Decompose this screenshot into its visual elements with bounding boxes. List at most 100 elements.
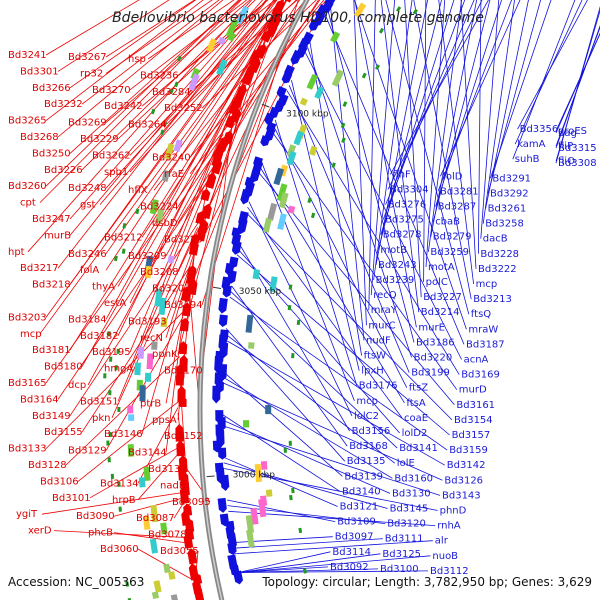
genome-backbone (197, 0, 310, 600)
forward-connector (69, 0, 267, 236)
forward-connector (129, 0, 288, 173)
reverse-connector (512, 0, 576, 160)
gene-arrow (217, 497, 227, 513)
feature-box (289, 494, 293, 501)
reverse-connector (425, 0, 446, 267)
forward-gene-label: ppsA (152, 415, 177, 426)
reverse-gene-label: mcp (476, 279, 498, 290)
feature-box (293, 130, 304, 146)
forward-gene-label: Bd3232 (44, 99, 83, 110)
gene-labels: Bd3241 Bd3267 hsp Bd3301 rp32 Bd3236 Bd3266 Bd3… (8, 50, 597, 577)
gene-arrow (176, 440, 185, 457)
reverse-gene-label: Bd3281 (440, 186, 479, 197)
reverse-gene-label: phnD (440, 506, 467, 517)
gene-arrow (193, 585, 205, 600)
reverse-gene-label: Bd3315 (558, 143, 597, 154)
forward-gene-label: Bd3181 (32, 345, 71, 356)
forward-gene-label: Bd3252 (164, 103, 203, 114)
reverse-gene-label: Bd3279 (433, 232, 472, 243)
reverse-connector (238, 566, 329, 573)
gene-arrow (212, 385, 221, 404)
forward-gene-label: hsp (128, 54, 146, 65)
forward-gene-label: Bd3170 (164, 366, 203, 377)
reverse-gene-label: alr (435, 536, 449, 547)
feature-box (260, 461, 268, 470)
forward-gene-label: Bd3134 (100, 478, 139, 489)
feature-box (108, 390, 112, 396)
feature-box (227, 31, 237, 42)
forward-connector (81, 266, 191, 433)
reverse-gene-label: dacB (483, 234, 508, 245)
gene-arrow (264, 112, 275, 125)
feature-box (286, 144, 297, 157)
feature-box (167, 255, 175, 264)
reverse-gene-label: Bd3276 (388, 200, 427, 211)
gene-arrow (175, 423, 184, 442)
reverse-connector (490, 0, 552, 179)
reverse-gene-label: Bd3097 (335, 532, 374, 543)
feature-box (296, 319, 301, 326)
feature-box (245, 314, 254, 333)
gene-arrow (175, 371, 185, 386)
reverse-connector (555, 24, 600, 149)
reverse-connector (373, 0, 413, 281)
forward-gene-label: mcp (20, 329, 42, 340)
feature-box (291, 353, 295, 359)
reverse-gene-label: Bd3154 (454, 415, 493, 426)
reverse-gene-label: Bd3169 (461, 370, 500, 381)
gene-arrow (187, 548, 198, 565)
feature-box (245, 514, 255, 534)
reverse-connector (435, 0, 502, 207)
reverse-connector (428, 0, 462, 252)
feature-box (235, 5, 250, 25)
feature-box (117, 406, 121, 412)
reverse-connector (380, 0, 420, 313)
forward-gene-label: Bd3146 (104, 429, 143, 440)
reverse-connector (385, 0, 475, 205)
reverse-connector (229, 296, 448, 451)
forward-gene-label: Bd3212 (104, 232, 143, 243)
reverse-connector (222, 376, 393, 479)
gene-arrow (183, 533, 194, 549)
forward-connector (105, 0, 285, 255)
forward-gene-label: thyA (92, 282, 115, 293)
feature-box (174, 81, 179, 88)
feature-box (353, 2, 367, 18)
feature-box (341, 137, 346, 144)
reverse-gene-label: Bd3356 (520, 124, 559, 135)
gene-arrow (188, 240, 199, 256)
backbone-highlight (199, 0, 308, 600)
reverse-gene-label: Bd3258 (485, 219, 524, 230)
topology-text: Topology: circular; Length: 3,782,950 bp… (261, 575, 592, 589)
feature-box (288, 284, 293, 290)
forward-gene-label: Bd3087 (136, 513, 175, 524)
forward-gene-label: Bd3301 (20, 66, 59, 77)
forward-gene-label: murB (44, 230, 71, 241)
forward-gene-label: Bd3241 (8, 50, 47, 61)
forward-connector (117, 182, 209, 402)
reverse-connector (430, 0, 478, 237)
reverse-connector (270, 130, 458, 390)
forward-gene-label: Bd3207 (152, 284, 191, 295)
feature-box (122, 222, 127, 229)
reverse-connector (423, 0, 427, 283)
gene-arrow (200, 189, 211, 202)
forward-gene-label: Bd3224 (140, 202, 179, 213)
forward-connector (201, 0, 299, 306)
feature-box (283, 447, 287, 453)
feature-box (287, 304, 292, 311)
forward-gene-label: Bd3106 (40, 476, 79, 487)
reverse-gene-label: Bd3157 (452, 430, 491, 441)
reverse-connector (380, 0, 455, 235)
gene-arrow (281, 71, 293, 84)
reverse-connector (274, 119, 358, 386)
reverse-connector (260, 160, 355, 401)
reverse-gene-label: acnA (464, 355, 489, 366)
feature-box (134, 362, 141, 376)
feature-box (114, 255, 118, 262)
forward-connector (129, 96, 238, 369)
reverse-gene-label: Bd3142 (447, 460, 486, 471)
reverse-connector (326, 8, 415, 343)
gene-arrow (276, 86, 287, 97)
feature-box (265, 404, 272, 415)
